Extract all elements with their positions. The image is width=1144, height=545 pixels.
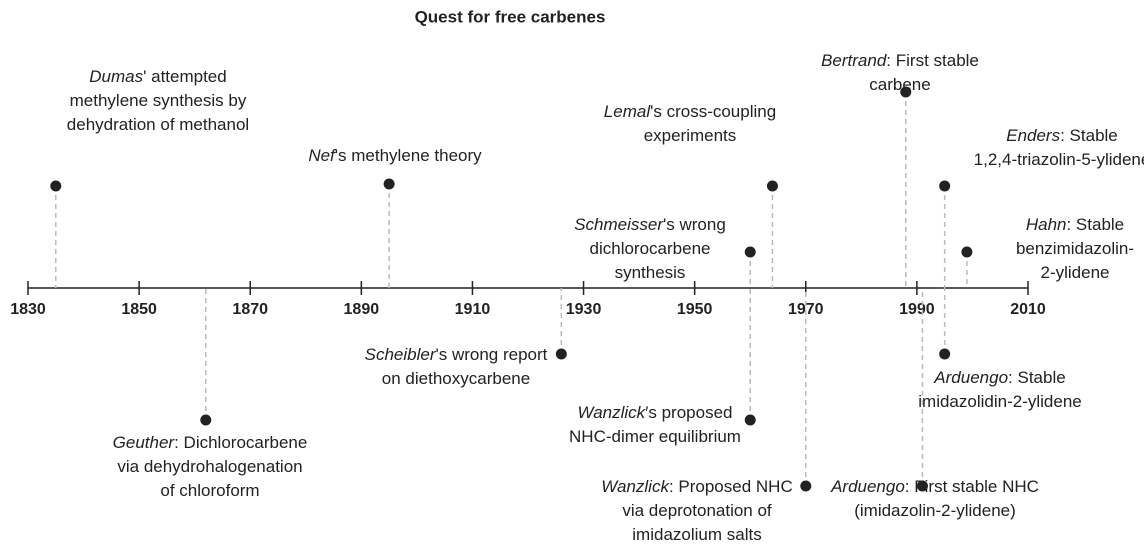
event-text: methylene synthesis by <box>70 91 247 110</box>
event-name: Dumas <box>89 67 143 86</box>
event-label: of chloroform <box>160 481 259 500</box>
event-text: 's wrong <box>663 215 726 234</box>
event-dot <box>961 246 973 258</box>
event-text: experiments <box>644 126 737 145</box>
event-label: imidazolidin-2-ylidene <box>918 392 1081 411</box>
event-text: : Stable <box>1008 368 1066 387</box>
event-label: 2-ylidene <box>1041 263 1110 282</box>
event-label: Nef's methylene theory <box>308 146 482 165</box>
event-label: Lemal's cross-coupling <box>604 102 776 121</box>
event-label: on diethoxycarbene <box>382 369 530 388</box>
event-dot <box>744 414 756 426</box>
event-text: 's wrong report <box>435 345 547 364</box>
event-dot <box>939 348 951 360</box>
event-text: 's methylene theory <box>335 146 482 165</box>
event-dot <box>900 86 912 98</box>
event-label: methylene synthesis by <box>70 91 247 110</box>
event-dot <box>800 480 812 492</box>
event-label: via dehydrohalogenation <box>117 457 302 476</box>
x-tick-label: 1970 <box>788 301 824 318</box>
x-tick-label: 1950 <box>677 301 713 318</box>
event-label: (imidazolin-2-ylidene) <box>854 501 1016 520</box>
event-name: Wanzlick <box>577 403 646 422</box>
event-label: NHC-dimer equilibrium <box>569 427 741 446</box>
event-text: imidazolium salts <box>632 525 761 544</box>
event-dot <box>916 480 928 492</box>
x-tick-label: 1890 <box>344 301 380 318</box>
event-label: Scheibler's wrong report <box>365 345 548 364</box>
event-name: Nef <box>308 146 337 165</box>
event-label: Bertrand: First stable <box>821 51 979 70</box>
event-text: : Stable <box>1066 215 1124 234</box>
event-text: synthesis <box>615 263 686 282</box>
event-text: : First stable NHC <box>905 477 1039 496</box>
event-text: dichlorocarbene <box>590 239 711 258</box>
event-dot <box>939 180 951 192</box>
event-dot <box>200 414 212 426</box>
x-tick-label: 1930 <box>566 301 602 318</box>
event-label: dehydration of methanol <box>67 115 249 134</box>
event-name: Wanzlick <box>601 477 670 496</box>
event-label: via deprotonation of <box>622 501 772 520</box>
event-name: Geuther <box>113 433 176 452</box>
event-label: experiments <box>644 126 737 145</box>
event-text: imidazolidin-2-ylidene <box>918 392 1081 411</box>
event-name: Arduengo <box>830 477 905 496</box>
x-tick-label: 1910 <box>455 301 491 318</box>
event-name: Scheibler <box>365 345 437 364</box>
event-text: carbene <box>869 75 930 94</box>
event-text: of chloroform <box>160 481 259 500</box>
event-label: Enders: Stable <box>1006 126 1118 145</box>
event-text: ' attempted <box>143 67 227 86</box>
event-label: synthesis <box>615 263 686 282</box>
event-text: 2-ylidene <box>1041 263 1110 282</box>
x-tick-label: 2010 <box>1010 301 1046 318</box>
event-text: NHC-dimer equilibrium <box>569 427 741 446</box>
event-label: Dumas' attempted <box>89 67 226 86</box>
event-dot <box>383 178 395 190</box>
event-label: Arduengo: Stable <box>933 368 1065 387</box>
event-dot <box>744 246 756 258</box>
event-label: Hahn: Stable <box>1026 215 1124 234</box>
event-label: Schmeisser's wrong <box>574 215 726 234</box>
event-text: ′s proposed <box>645 403 732 422</box>
event-text: : Dichlorocarbene <box>174 433 307 452</box>
chart-title: Quest for free carbenes <box>415 7 606 26</box>
event-label: 1,2,4-triazolin-5-ylidene <box>974 150 1144 169</box>
x-tick-label: 1870 <box>232 301 268 318</box>
event-text: 1,2,4-triazolin-5-ylidene <box>974 150 1144 169</box>
event-text: 's cross-coupling <box>650 102 776 121</box>
event-name: Schmeisser <box>574 215 664 234</box>
event-text: : Proposed NHC <box>669 477 793 496</box>
event-dot <box>555 348 567 360</box>
event-name: Lemal <box>604 102 652 121</box>
event-label: Wanzlick′s proposed <box>577 403 732 422</box>
event-text: (imidazolin-2-ylidene) <box>854 501 1016 520</box>
event-dot <box>50 180 62 192</box>
event-name: Hahn <box>1026 215 1067 234</box>
x-tick-label: 1830 <box>10 301 46 318</box>
event-name: Bertrand <box>821 51 887 70</box>
event-text: : Stable <box>1060 126 1118 145</box>
event-name: Enders <box>1006 126 1060 145</box>
event-label: Wanzlick: Proposed NHC <box>601 477 792 496</box>
event-label: Arduengo: First stable NHC <box>830 477 1039 496</box>
event-text: : First stable <box>886 51 979 70</box>
event-text: dehydration of methanol <box>67 115 249 134</box>
event-text: via deprotonation of <box>622 501 772 520</box>
event-label: benzimidazolin- <box>1016 239 1134 258</box>
x-tick-label: 1990 <box>899 301 935 318</box>
event-label: Geuther: Dichlorocarbene <box>113 433 308 452</box>
event-text: benzimidazolin- <box>1016 239 1134 258</box>
event-dot <box>766 180 778 192</box>
x-tick-label: 1850 <box>121 301 157 318</box>
event-label: carbene <box>869 75 930 94</box>
event-text: via dehydrohalogenation <box>117 457 302 476</box>
event-label: dichlorocarbene <box>590 239 711 258</box>
event-label: imidazolium salts <box>632 525 761 544</box>
event-name: Arduengo <box>933 368 1008 387</box>
event-text: on diethoxycarbene <box>382 369 530 388</box>
